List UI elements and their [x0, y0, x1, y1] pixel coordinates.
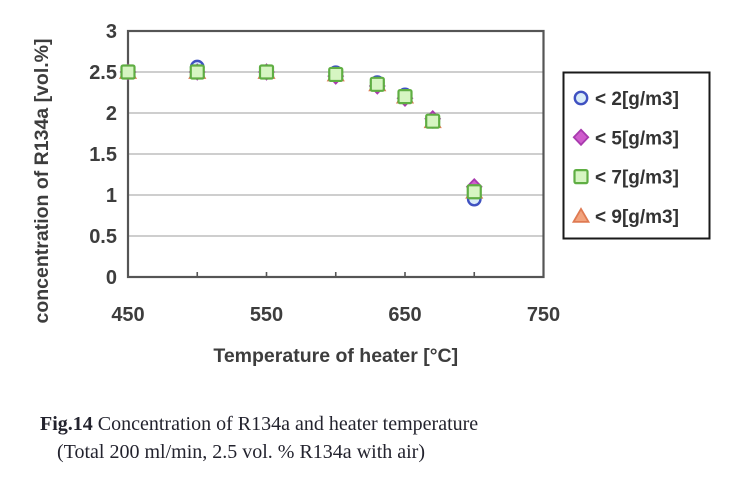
caption-title: Concentration of R134a and heater temper… — [92, 413, 479, 435]
legend-label: < 5[g/m3] — [595, 128, 679, 149]
legend-swatch-square — [573, 169, 589, 185]
data-point-square — [258, 64, 275, 80]
y-tick-label: 1 — [106, 185, 117, 207]
x-tick-label: 450 — [111, 304, 144, 326]
data-point-square — [120, 64, 136, 80]
caption-fig-number: Fig.14 — [40, 413, 93, 435]
y-tick-label: 3 — [106, 21, 117, 43]
legend-swatch-circle — [573, 90, 589, 106]
x-tick-label: 750 — [527, 304, 560, 326]
data-point-square — [425, 113, 441, 129]
data-point-square — [397, 88, 413, 105]
y-tick-label: 0 — [106, 267, 117, 289]
x-axis-title: Temperature of heater [°C] — [213, 345, 458, 367]
chart-svg: 0 0.5 1 1.5 2 2.5 3 450 550 650 750 Temperature of … — [31, 21, 711, 367]
caption-line-1: Fig.14 Concentration of R134a and heater… — [40, 410, 720, 438]
data-point-square — [189, 64, 205, 80]
legend-label: < 9[g/m3] — [595, 207, 679, 228]
y-tick-label: 0.5 — [89, 226, 117, 248]
x-tick-label: 550 — [250, 304, 283, 326]
y-tick-label: 2 — [106, 103, 117, 125]
legend-swatch-triangle — [571, 207, 591, 223]
data-point-square — [466, 184, 482, 200]
legend-swatch-diamond — [572, 128, 590, 147]
figure-caption: Fig.14 Concentration of R134a and heater… — [40, 410, 720, 466]
y-axis-title: concentration of R134a [vol.%] — [31, 39, 53, 324]
caption-line-2: (Total 200 ml/min, 2.5 vol. % R134a with… — [57, 441, 425, 463]
legend-label: < 7[g/m3] — [595, 168, 679, 189]
y-tick-label: 1.5 — [89, 144, 117, 166]
x-tick-label: 650 — [388, 304, 421, 326]
chart-area: 0 0.5 1 1.5 2 2.5 3 450 550 650 750 Temperature of … — [31, 21, 711, 367]
legend-label: < 2[g/m3] — [595, 89, 679, 110]
y-tick-label: 2.5 — [89, 62, 117, 84]
data-point-square — [369, 76, 385, 92]
data-point-square — [328, 66, 344, 83]
